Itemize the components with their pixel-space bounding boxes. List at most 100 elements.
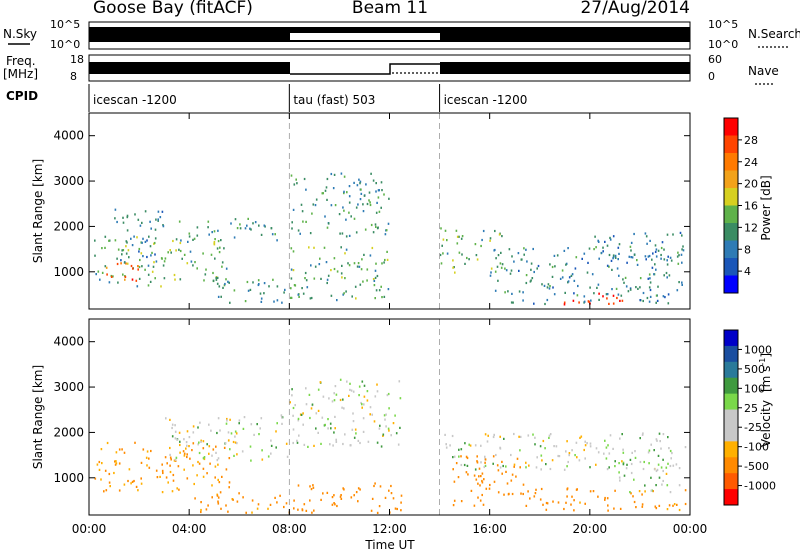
data-cell [535,466,538,469]
data-cell [376,441,379,444]
data-cell [225,504,227,507]
data-cell [172,239,174,243]
data-cell [547,283,550,286]
data-cell [353,262,356,265]
data-cell [126,229,129,232]
data-cell [668,504,671,507]
data-cell [108,281,111,284]
data-cell [614,254,617,257]
data-cell [330,204,333,207]
data-cell [534,492,537,495]
data-cell [644,490,646,493]
data-cell [520,492,522,495]
data-cell [639,299,641,302]
data-cell [252,222,254,225]
data-cell [579,436,581,439]
data-cell [220,239,222,242]
data-cell [593,248,595,251]
data-cell [236,453,238,456]
data-cell [226,417,228,421]
data-cell [361,403,363,406]
data-cell [173,273,176,277]
velocity-colorbar-swatch [724,377,738,395]
data-cell [636,259,638,262]
data-cell [329,443,331,446]
data-cell [513,260,515,263]
data-cell [369,203,372,207]
data-cell [586,271,589,274]
data-cell [159,216,162,219]
data-cell [474,444,477,447]
data-cell [445,446,448,449]
data-cell [202,440,205,443]
data-cell [579,501,581,504]
data-cell [678,281,680,284]
data-cell [366,390,369,393]
data-cell [676,255,679,258]
data-cell [602,246,604,249]
data-cell [678,508,681,512]
data-cell [522,492,524,496]
data-cell [654,244,657,247]
data-cell [660,466,663,469]
data-cell [542,439,545,443]
data-cell [118,448,121,451]
data-cell [326,198,328,201]
data-cell [672,233,674,236]
data-cell [343,175,346,178]
data-cell [348,201,351,204]
data-cell [507,493,510,496]
data-cell [677,262,680,265]
data-cell [528,464,530,467]
data-cell [672,504,674,507]
data-cell [276,422,278,425]
data-cell [263,224,266,227]
data-cell [140,482,143,485]
data-cell [543,284,546,287]
data-cell [196,267,198,270]
data-cell [531,277,534,280]
data-cell [211,231,213,234]
data-cell [137,218,140,221]
data-cell [510,453,512,457]
data-cell [290,277,293,280]
data-cell [126,214,129,217]
data-cell [157,218,159,221]
data-cell [370,223,373,227]
data-cell [442,238,445,241]
data-cell [145,456,148,459]
data-cell [138,277,141,280]
data-cell [633,478,635,481]
data-cell [649,239,651,242]
data-cell [330,294,333,297]
data-cell [359,283,362,286]
data-cell [455,229,458,232]
data-cell [358,265,361,268]
data-cell [355,206,358,209]
data-cell [104,235,107,238]
data-cell [527,434,530,437]
data-cell [493,433,495,436]
data-cell [303,443,306,446]
data-cell [460,500,463,503]
data-cell [513,465,515,468]
data-cell [341,264,343,267]
data-cell [489,237,492,240]
data-cell [326,491,329,494]
data-cell [567,280,570,283]
data-cell [649,277,651,280]
power-colorbar-tick-label: 20 [744,178,758,191]
data-cell [148,457,150,460]
data-cell [361,258,363,261]
data-cell [469,444,472,447]
data-cell [400,501,402,504]
data-cell [217,229,219,232]
data-cell [455,462,458,465]
data-cell [351,428,354,431]
velocity-colorbar-tick-label: -500 [744,460,769,473]
data-cell [218,251,221,254]
velocity-colorbar-tick-label: -100 [744,441,769,454]
data-cell [386,250,388,253]
data-cell [229,448,231,451]
data-cell [612,235,615,238]
